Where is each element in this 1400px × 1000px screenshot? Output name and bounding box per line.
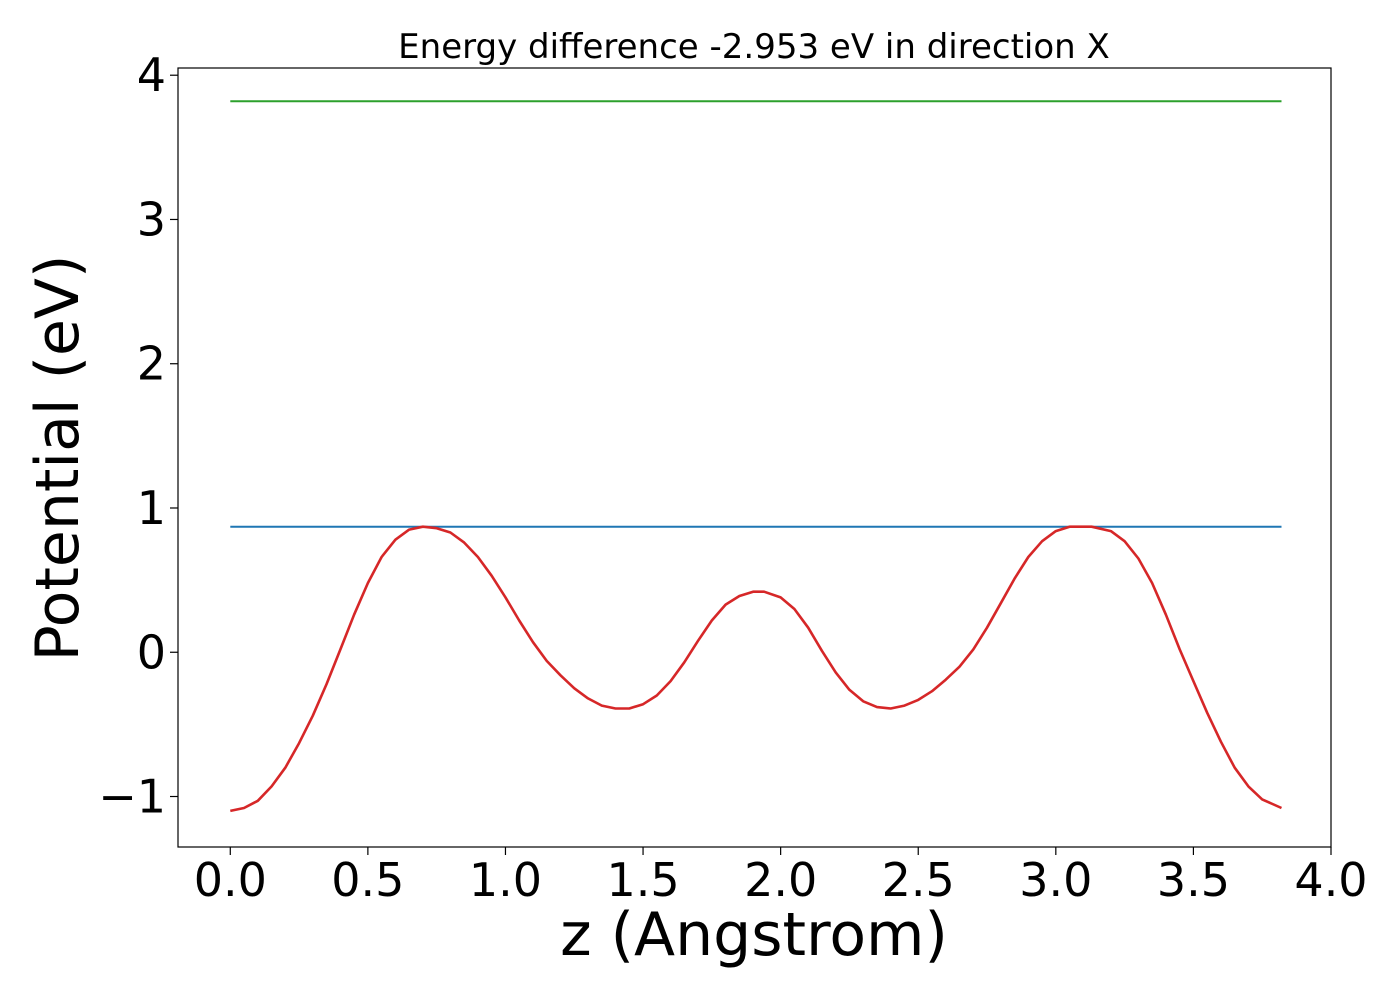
y-axis: −1 0 1 2 3 4 bbox=[98, 48, 178, 824]
y-tick-label: 2 bbox=[137, 337, 166, 391]
y-axis-label: Potential (eV) bbox=[23, 255, 93, 662]
x-tick-label: 2.5 bbox=[882, 853, 955, 907]
x-tick-label: 3.5 bbox=[1157, 853, 1230, 907]
x-axis: 0.0 0.5 1.0 1.5 2.0 2.5 3.0 3.5 4.0 bbox=[194, 847, 1368, 907]
plot-area-frame bbox=[177, 67, 1332, 848]
chart-title: Energy difference -2.953 eV in direction… bbox=[398, 27, 1110, 67]
potential-curve bbox=[230, 525, 1283, 813]
y-tick-label: 0 bbox=[137, 625, 166, 679]
x-axis-label: z (Angstrom) bbox=[560, 900, 948, 970]
x-tick-label: 1.0 bbox=[469, 853, 542, 907]
x-tick-label: 4.0 bbox=[1294, 853, 1367, 907]
y-tick-label: 4 bbox=[137, 48, 166, 102]
x-tick-label: 0.0 bbox=[194, 853, 267, 907]
x-tick-label: 2.0 bbox=[744, 853, 817, 907]
x-tick-label: 3.0 bbox=[1019, 853, 1092, 907]
y-tick-label: 1 bbox=[137, 481, 166, 535]
series-layer bbox=[230, 100, 1283, 813]
x-tick-label: 1.5 bbox=[606, 853, 679, 907]
y-tick-label: 3 bbox=[137, 192, 166, 246]
x-tick-label: 0.5 bbox=[331, 853, 404, 907]
y-tick-label: −1 bbox=[98, 770, 166, 824]
